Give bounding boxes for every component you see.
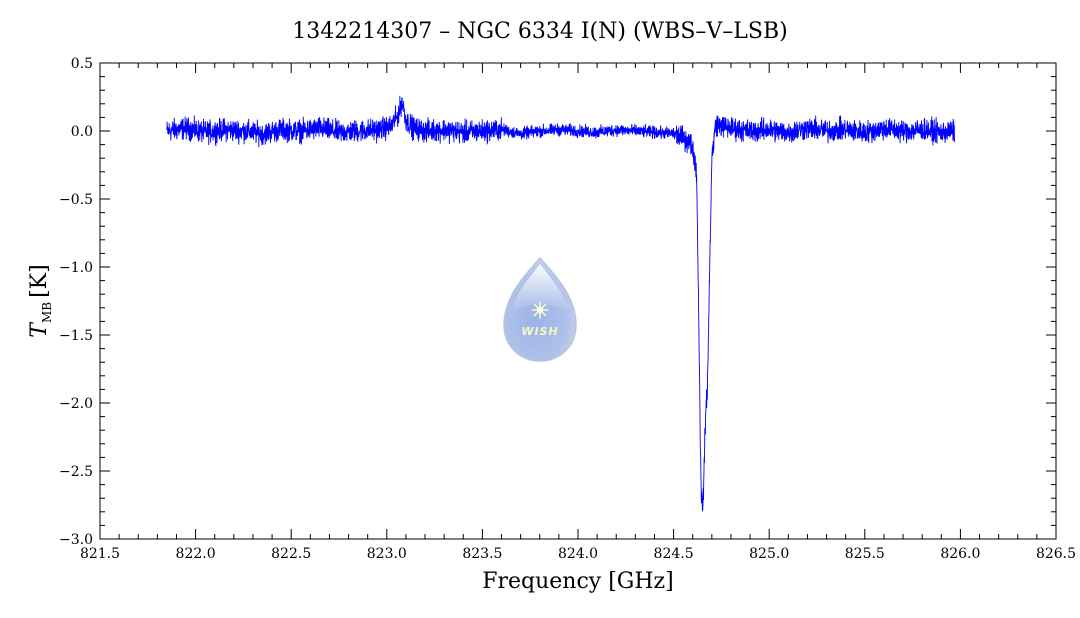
y-tick-label: −3.0 [59, 532, 93, 548]
y-tick-label: 0.0 [71, 124, 93, 140]
y-axis-label: TMB [K] [27, 264, 54, 337]
y-tick-label: −1.0 [59, 260, 93, 276]
y-axis-label-unit: [K] [27, 264, 52, 298]
y-tick-label: 0.5 [71, 56, 93, 72]
y-tick-label: −0.5 [59, 192, 93, 208]
x-tick-label: 823.0 [367, 546, 407, 562]
spectrum-line [166, 95, 956, 512]
x-tick-label: 821.5 [80, 546, 120, 562]
x-tick-label: 822.5 [271, 546, 311, 562]
y-axis-label-subscript: MB [40, 302, 54, 323]
y-tick-label: −1.5 [59, 328, 93, 344]
x-tick-label: 822.0 [176, 546, 216, 562]
y-tick-labels: −3.0 −2.5 −2.0 −1.5 −1.0 −0.5 0.0 0.5 [59, 56, 93, 548]
x-tick-label: 826.0 [940, 546, 980, 562]
chart-title: 1342214307 – NGC 6334 I(N) (WBS–V–LSB) [292, 19, 787, 44]
svg-text:TMB[K]: TMB [K] [27, 264, 54, 337]
wish-logo: WISH [503, 256, 577, 362]
x-tick-label: 824.0 [558, 546, 598, 562]
x-axis-label: Frequency [GHz] [482, 569, 674, 594]
x-tick-labels: 821.5 822.0 822.5 823.0 823.5 824.0 824.5 825.0… [80, 546, 1076, 562]
x-tick-label: 823.5 [462, 546, 502, 562]
x-tick-label: 825.0 [749, 546, 789, 562]
y-axis-label-symbol: T [27, 321, 52, 338]
x-tick-label: 825.5 [845, 546, 885, 562]
y-tick-label: −2.0 [59, 396, 93, 412]
x-tick-label: 826.5 [1036, 546, 1076, 562]
y-tick-label: −2.5 [59, 464, 93, 480]
x-tick-label: 824.5 [654, 546, 694, 562]
logo-text: WISH [521, 325, 558, 338]
axis-ticks [99, 62, 1057, 540]
